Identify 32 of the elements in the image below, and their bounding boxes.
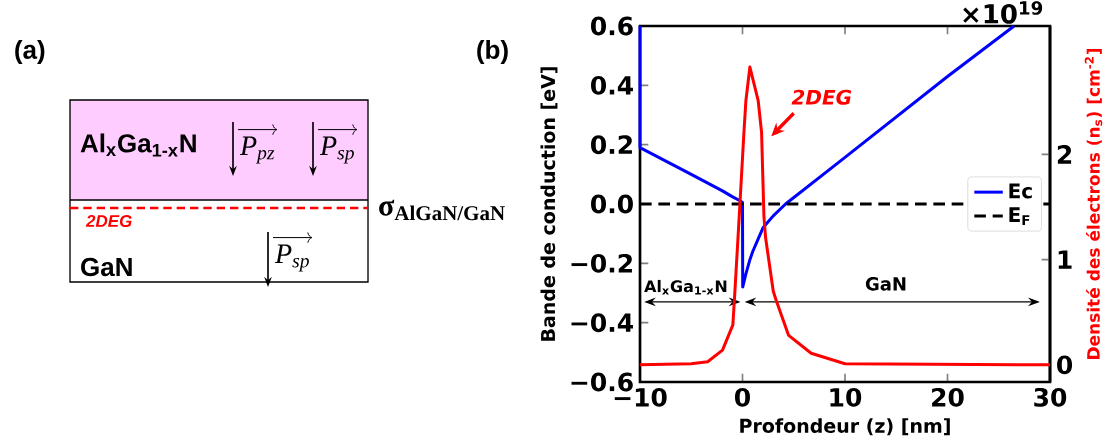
legend-label: Ec [1009, 183, 1032, 199]
y-axis-title: Bande de conduction [eV] [540, 67, 558, 341]
text: σ$_{AlGaN/GaN}$ [379, 199, 505, 221]
text: P$_{sp}$ [274, 244, 309, 272]
y-tick-label: 0.4 [591, 75, 633, 95]
x-tick-label: 20 [932, 387, 964, 407]
y2-tick-label: 1 [1058, 250, 1072, 269]
y2-tick-label: 2 [1057, 145, 1072, 164]
annotation: Al$_{x}$Ga$_{1-x}$N [644, 279, 727, 295]
y-tick-label: 0.2 [591, 135, 632, 155]
line-series [638, 65, 1052, 367]
legend-label: E$_{F}$ [1009, 207, 1030, 225]
annotation: 2DEG [791, 89, 852, 105]
x-tick-label: 10 [830, 387, 862, 407]
y-tick-label: −0.2 [571, 253, 632, 273]
text: (a) [15, 39, 45, 65]
annotation: GaN [865, 277, 906, 291]
y-tick-label: −0.4 [571, 313, 633, 333]
x-tick-label: 30 [1034, 387, 1067, 407]
y-tick-label: 0.6 [591, 16, 633, 36]
text: Al$_{x}$Ga$_{1-x}$N [80, 133, 196, 157]
text: ×10$^{19}$ [963, 1, 1043, 24]
text: 2DEG [85, 215, 132, 228]
text: GaN [81, 257, 132, 277]
text: P$_{sp}$ [319, 136, 354, 164]
x-tick-label: 0 [735, 387, 750, 407]
y2-axis-title: Densité des électrons (n$_{s}$) [cm$^{-2}$] [1084, 48, 1103, 360]
y2-tick-label: 0 [1057, 355, 1073, 375]
chart-title: (b) [477, 39, 508, 65]
text: P$_{pz}$ [239, 136, 275, 164]
x-axis-title: Profondeur (z) [nm] [740, 418, 950, 436]
y-tick-label: 0.0 [591, 194, 633, 214]
